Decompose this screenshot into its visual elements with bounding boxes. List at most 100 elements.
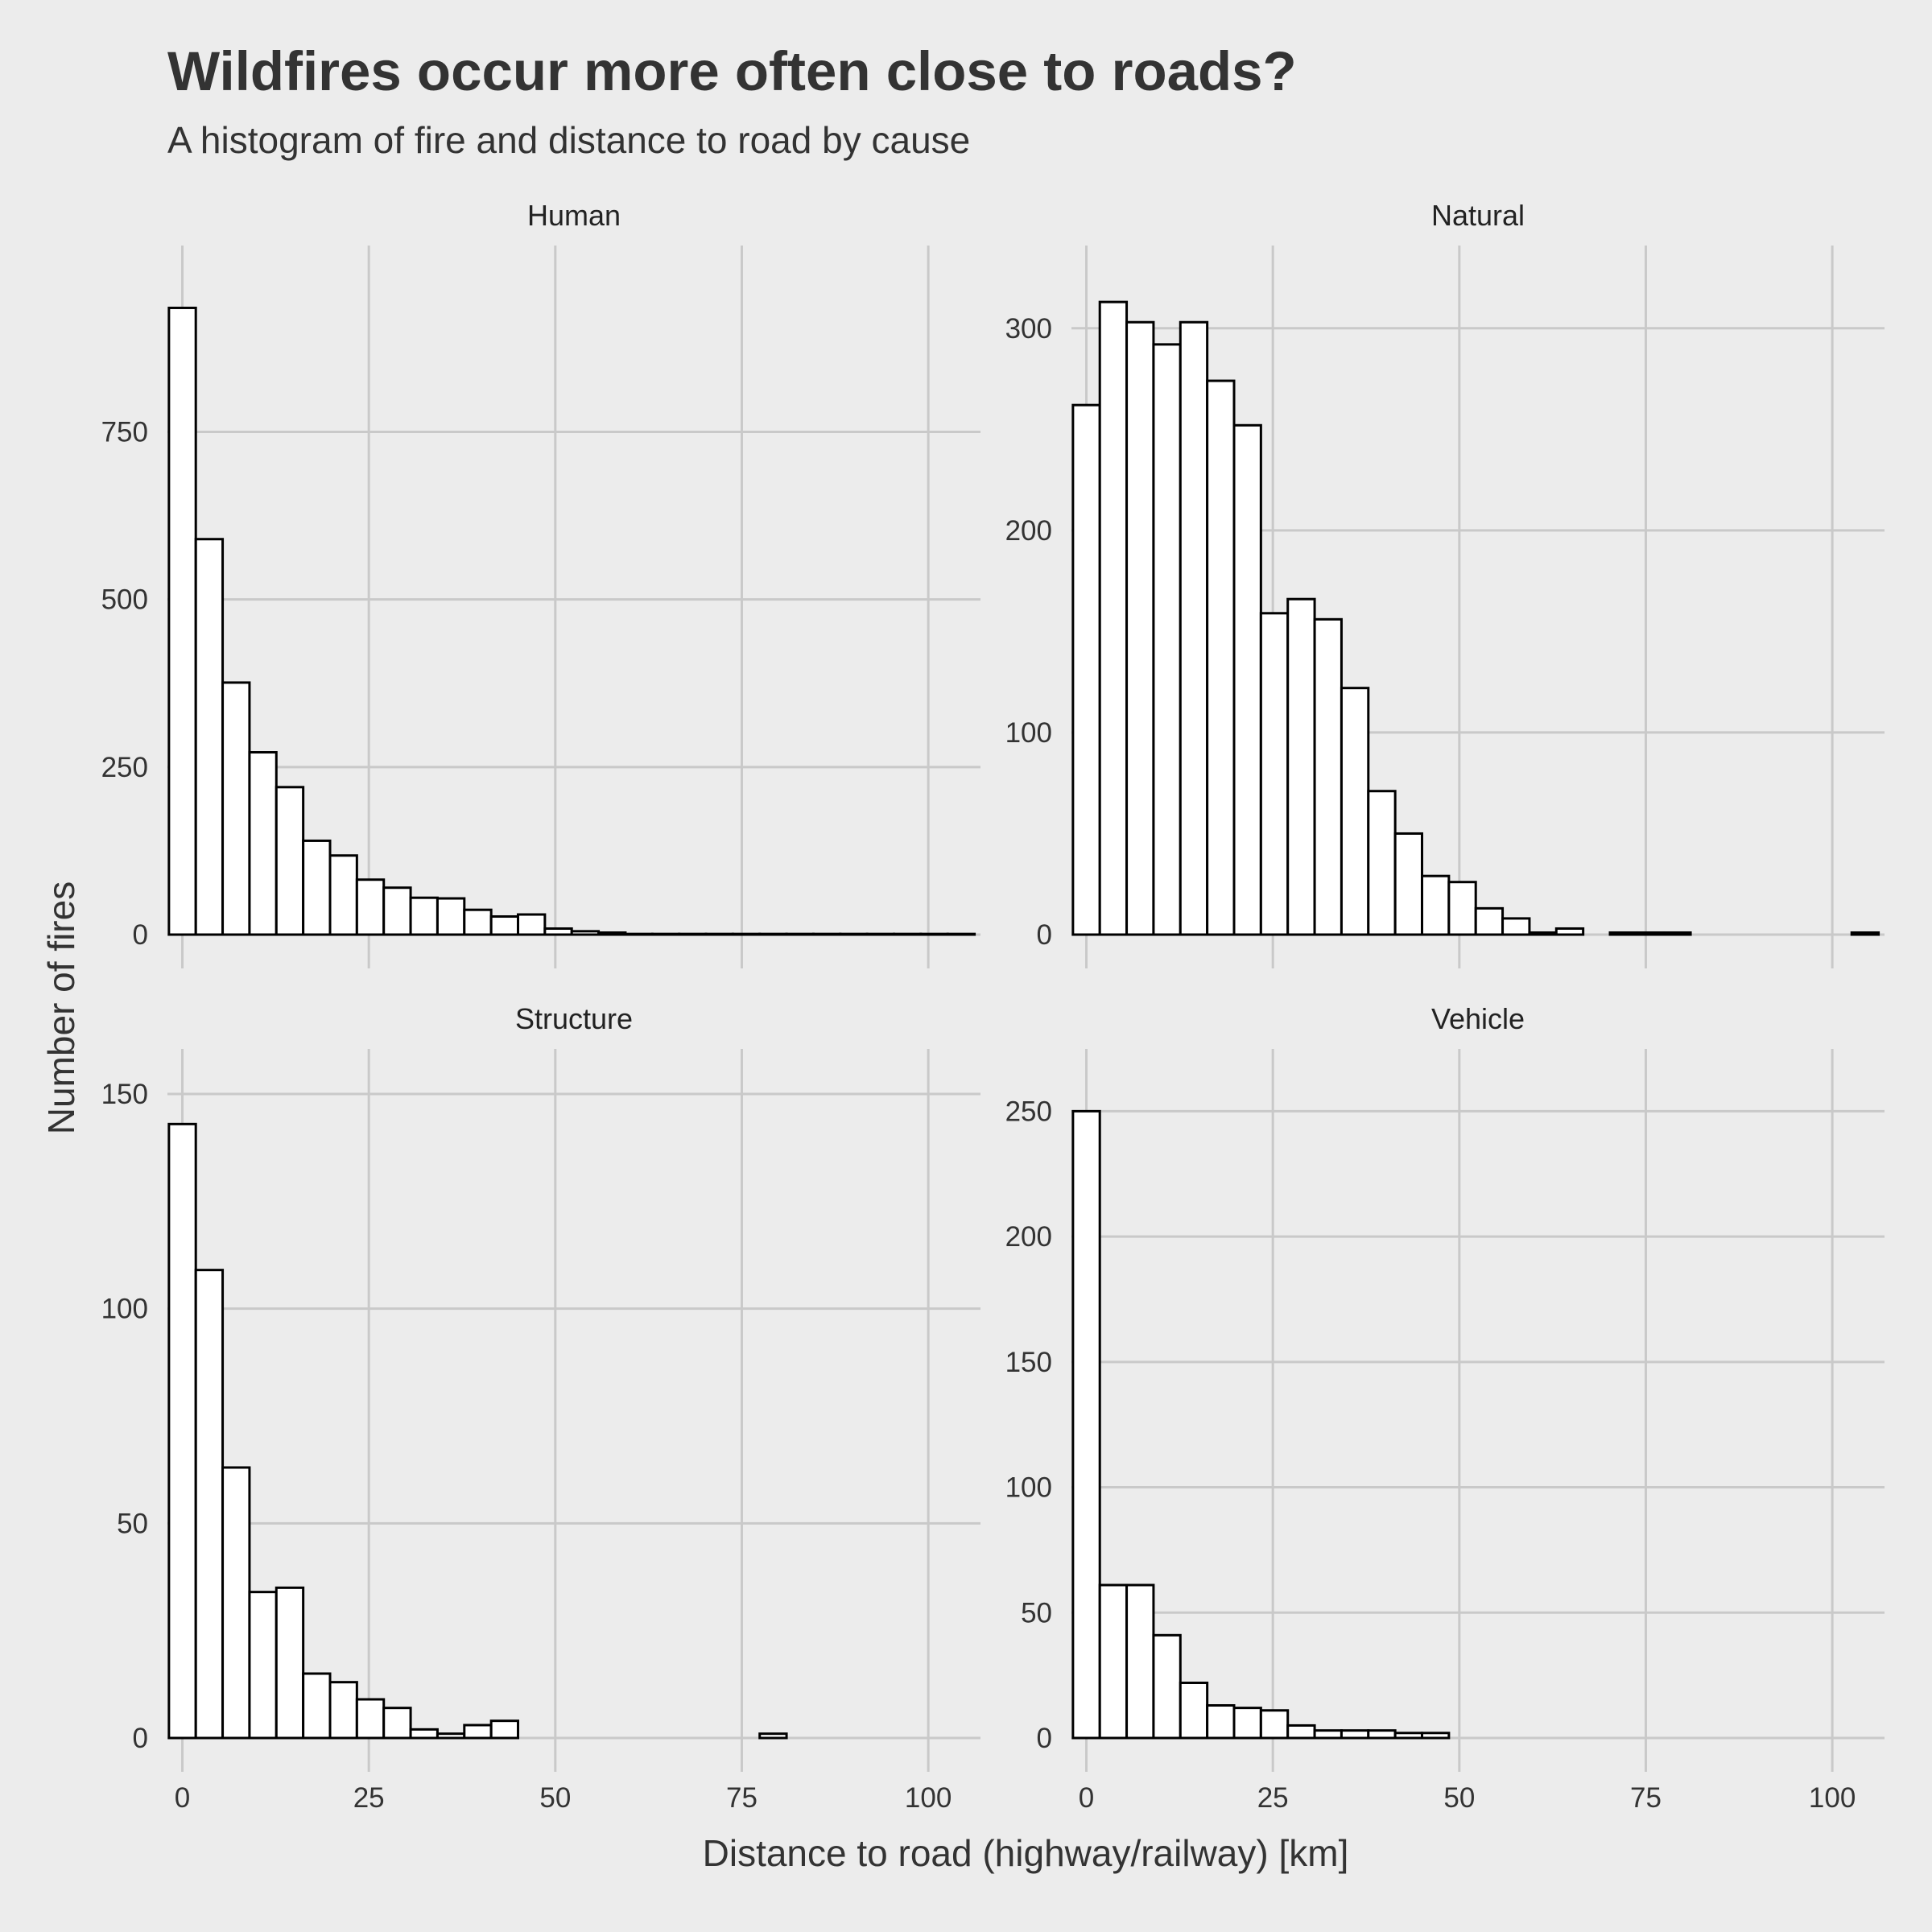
y-tick-label: 50 xyxy=(117,1508,148,1539)
y-tick-label: 200 xyxy=(1005,1221,1052,1253)
y-tick-label: 0 xyxy=(1037,919,1052,951)
y-tick-label: 0 xyxy=(133,919,148,951)
histogram-bar xyxy=(1393,1732,1424,1740)
y-tick-label: 250 xyxy=(1005,1096,1052,1127)
histogram-bar xyxy=(1421,1732,1451,1740)
histogram-bar xyxy=(1179,1681,1209,1740)
y-tick-label: 150 xyxy=(101,1079,148,1110)
x-tick-label: 50 xyxy=(539,1782,571,1814)
histogram-bar xyxy=(1662,931,1692,936)
histogram-bar xyxy=(1367,1729,1397,1740)
histogram-bar xyxy=(355,878,386,936)
histogram-bar xyxy=(1152,343,1182,936)
histogram-bar xyxy=(811,932,842,936)
histogram-bar xyxy=(489,1719,520,1740)
histogram-bar xyxy=(1259,612,1290,936)
y-tick-label: 100 xyxy=(1005,1472,1052,1504)
y-tick-label: 250 xyxy=(101,752,148,783)
y-axis-title: Number of fires xyxy=(40,881,82,1134)
histogram-bar xyxy=(758,1732,788,1740)
histogram-bar xyxy=(275,1586,305,1740)
x-tick-label: 100 xyxy=(1809,1782,1856,1814)
panel-structure: Structure 0 50 100 150 0 25 50 75 100 xyxy=(101,1002,980,1814)
histogram-bar xyxy=(409,896,439,936)
y-tick-label: 150 xyxy=(1005,1347,1052,1378)
y-tick-label: 50 xyxy=(1021,1597,1052,1629)
chart-subtitle: A histogram of fire and distance to road… xyxy=(167,119,970,161)
histogram-bar xyxy=(382,1707,412,1740)
histogram-bar xyxy=(704,932,734,936)
histogram-bar xyxy=(1232,423,1262,936)
facet-label-structure: Structure xyxy=(515,1002,633,1035)
histogram-bar xyxy=(678,932,708,936)
histogram-bar xyxy=(839,932,869,936)
histogram-bar xyxy=(194,1269,225,1740)
histogram-bar xyxy=(785,932,815,936)
histogram-bar xyxy=(865,932,896,936)
histogram-bar xyxy=(167,1122,197,1740)
histogram-bar xyxy=(167,306,197,936)
chart-title: Wildfires occur more often close to road… xyxy=(167,40,1297,102)
histogram-bar xyxy=(758,932,788,936)
histogram-bar xyxy=(1340,1729,1370,1740)
histogram-bar xyxy=(624,932,654,936)
y-tick-label: 750 xyxy=(101,417,148,448)
facet-label-natural: Natural xyxy=(1431,199,1525,232)
x-tick-label: 0 xyxy=(1079,1782,1094,1814)
histogram-bar xyxy=(1286,597,1316,936)
x-tick-label: 75 xyxy=(1630,1782,1662,1814)
histogram-bar xyxy=(1098,300,1129,936)
facet-label-human: Human xyxy=(527,199,621,232)
x-tick-label: 0 xyxy=(175,1782,190,1814)
panel-human: Human 0 250 500 750 xyxy=(101,199,980,968)
histogram-bar xyxy=(1098,1583,1129,1740)
y-tick-label: 500 xyxy=(101,584,148,616)
histogram-bar xyxy=(946,932,976,936)
histogram-bar xyxy=(893,932,923,936)
y-tick-label: 100 xyxy=(1005,717,1052,749)
histogram-bar xyxy=(1071,1109,1101,1740)
histogram-bar xyxy=(1474,906,1505,936)
histogram-bar xyxy=(1286,1724,1316,1740)
x-tick-label: 75 xyxy=(726,1782,758,1814)
panel-vehicle: Vehicle 0 50 100 150 200 250 0 25 50 75 100 xyxy=(1005,1002,1885,1814)
histogram-bar xyxy=(1313,617,1343,936)
histogram-bar xyxy=(463,908,493,936)
panel-natural: Natural 0 100 200 300 xyxy=(1005,199,1885,968)
histogram-bar xyxy=(543,927,573,936)
histogram-bar xyxy=(436,897,466,936)
histogram-bar xyxy=(1125,320,1155,936)
y-tick-label: 0 xyxy=(1037,1723,1052,1754)
histogram-bar xyxy=(1608,931,1638,936)
histogram-bar xyxy=(517,913,547,936)
histogram-bar xyxy=(1206,379,1236,936)
histogram-bar xyxy=(1447,881,1477,936)
y-tick-label: 300 xyxy=(1005,313,1052,345)
histogram-bar xyxy=(328,854,358,936)
histogram-bar xyxy=(1071,403,1101,936)
histogram-bar xyxy=(221,681,251,936)
histogram-bar xyxy=(436,1732,466,1740)
histogram-bar xyxy=(409,1728,439,1740)
histogram-bar xyxy=(1313,1729,1343,1740)
histogram-bar xyxy=(382,886,412,936)
histogram-bar xyxy=(1206,1704,1236,1740)
histogram-bar xyxy=(463,1724,493,1740)
histogram-bar xyxy=(1259,1709,1290,1740)
x-tick-label: 25 xyxy=(1257,1782,1289,1814)
histogram-bar xyxy=(302,1672,332,1740)
facet-panels: Human0250500750Natural0100200300Structur… xyxy=(101,199,1885,1814)
histogram-bar xyxy=(1635,931,1666,936)
histogram-bar xyxy=(919,932,949,936)
histogram-bar xyxy=(489,915,520,936)
histogram-bar xyxy=(275,786,305,936)
histogram-bar xyxy=(1179,320,1209,936)
histogram-bar xyxy=(248,751,278,936)
x-axis-title: Distance to road (highway/railway) [km] xyxy=(703,1832,1349,1874)
histogram-bar xyxy=(1393,832,1424,936)
histogram-bar xyxy=(221,1466,251,1740)
histogram-bar xyxy=(597,931,627,936)
y-tick-label: 0 xyxy=(133,1723,148,1754)
histogram-bar xyxy=(570,930,601,936)
histogram-bar xyxy=(1421,874,1451,936)
